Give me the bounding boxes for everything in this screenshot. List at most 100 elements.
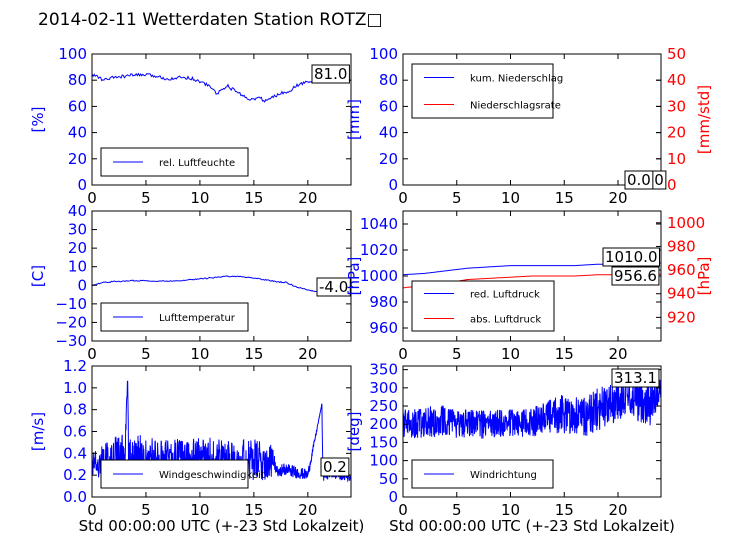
x-axis-label: Std 00:00:00 UTC (+-23 Std Lokalzeit) [79, 517, 365, 535]
y-axis-label: [%] [29, 107, 47, 133]
value-annotation: 81.0 [314, 65, 347, 83]
series-line-windgeschwindigkeit [92, 380, 351, 485]
y-tick-label: −30 [55, 332, 87, 350]
y-tick-label: 100 [369, 45, 398, 63]
y-tick-label: 0 [388, 488, 398, 506]
x-tick-label: 10 [501, 345, 520, 363]
annotation-box [311, 64, 350, 84]
y2-tick-label: 920 [667, 308, 696, 326]
y2-axis-label: [hPa] [695, 257, 713, 296]
x-tick-label: 15 [244, 501, 263, 519]
x-tick-label: 10 [190, 501, 209, 519]
y-tick-label: 1020 [360, 241, 398, 259]
y-tick-label: 0 [77, 276, 87, 294]
x-tick-label: 5 [452, 345, 462, 363]
y-tick-label: 100 [58, 45, 87, 63]
y-tick-label: 0 [388, 176, 398, 194]
legend-label: red. Luftdruck [470, 290, 540, 301]
legend-label: Windrichtung [470, 470, 537, 481]
y-tick-label: 0.2 [63, 466, 87, 484]
annotation-box [316, 277, 351, 297]
y-tick-label: 0.0 [63, 488, 87, 506]
annotation-box [611, 266, 660, 286]
y-tick-label: 1000 [360, 267, 398, 285]
x-tick-label: 20 [298, 345, 317, 363]
y2-tick-label: 20 [667, 124, 686, 142]
x-tick-label: 15 [555, 189, 574, 207]
y2-tick-label: 980 [667, 237, 696, 255]
y-tick-label: 1040 [360, 215, 398, 233]
x-tick-label: 0 [87, 501, 97, 519]
y2-tick-label: 40 [667, 71, 686, 89]
series-group [403, 374, 661, 439]
y2-tick-label: 50 [667, 45, 686, 63]
x-tick-label: 20 [298, 189, 317, 207]
y-tick-label: 80 [68, 71, 87, 89]
y-tick-label: 30 [68, 221, 87, 239]
legend-label: abs. Luftdruck [470, 315, 541, 326]
y-axis-label: [hPa] [345, 257, 363, 296]
x-tick-label: 5 [141, 345, 151, 363]
y-tick-label: 150 [369, 433, 398, 451]
chart-pressure: 9609801000102010409209409609801000[hPa]0… [345, 210, 713, 363]
series-line-lufttemperatur [92, 275, 351, 294]
legend-box [100, 147, 249, 177]
y-tick-label: 50 [379, 470, 398, 488]
series-line-windrichtung [403, 374, 661, 439]
y2-tick-label: 940 [667, 285, 696, 303]
x-tick-label: 0 [398, 189, 408, 207]
x-tick-label: 20 [608, 345, 627, 363]
x-tick-label: 10 [501, 189, 520, 207]
x-tick-label: 20 [608, 501, 627, 519]
x-tick-label: 0 [87, 345, 97, 363]
annotation-box [611, 368, 660, 388]
y2-tick-label: 1000 [667, 214, 705, 232]
annotation-box [602, 247, 660, 267]
x-tick-label: 10 [501, 501, 520, 519]
plot-frame [91, 210, 352, 342]
value-annotation: 0.2 [323, 458, 347, 476]
y-tick-label: 960 [369, 319, 398, 337]
y-tick-label: 20 [68, 150, 87, 168]
x-tick-label: 5 [452, 189, 462, 207]
y-tick-label: −10 [55, 295, 87, 313]
y2-tick-label: 0 [667, 176, 677, 194]
x-tick-label: 5 [141, 189, 151, 207]
legend-label: Lufttemperatur [159, 313, 236, 324]
series-group [92, 72, 351, 103]
y-axis-label: [deg] [345, 412, 363, 452]
y-tick-label: 0.4 [63, 444, 87, 462]
y-tick-label: 40 [68, 124, 87, 142]
y-tick-label: 350 [369, 361, 398, 379]
y2-tick-label: 10 [667, 150, 686, 168]
x-tick-label: 15 [555, 501, 574, 519]
y-axis-label: [mm] [345, 99, 363, 140]
legend-box [411, 280, 555, 332]
value-annotation: -4.0 [319, 278, 348, 296]
y-tick-label: 40 [68, 202, 87, 220]
value-annotation: 0.0 [627, 171, 651, 189]
y-tick-label: 0.8 [63, 401, 87, 419]
chart-humidity: 0 20 40 60 80 100 0 5 10 15 20 [%] 81.0 rel. Luftfeuc… [29, 45, 352, 207]
y2-tick-label: 960 [667, 261, 696, 279]
plot-frame [402, 53, 662, 186]
x-tick-label: 0 [398, 345, 408, 363]
y-tick-label: 60 [379, 97, 398, 115]
series-line-rel-luftfeuchte [92, 72, 351, 103]
x-tick-label: 20 [608, 189, 627, 207]
x-tick-label: 5 [452, 501, 462, 519]
series-group [92, 275, 351, 294]
value-annotation: 1010.0 [605, 248, 658, 266]
y-tick-label: 100 [369, 452, 398, 470]
x-tick-label: 5 [141, 501, 151, 519]
x-tick-label: 10 [190, 189, 209, 207]
chart-wind: 0.0 0.2 0.4 0.6 0.8 1.0 1.2 0 5 10 15 20 [m/s] Std 00… [29, 357, 364, 535]
x-tick-label: 20 [298, 501, 317, 519]
legend-label: kum. Niederschlag [470, 74, 563, 85]
x-tick-label: 15 [555, 345, 574, 363]
legend-label: rel. Luftfeuchte [159, 158, 235, 169]
y-tick-label: 0 [77, 176, 87, 194]
x-tick-label: 10 [190, 345, 209, 363]
